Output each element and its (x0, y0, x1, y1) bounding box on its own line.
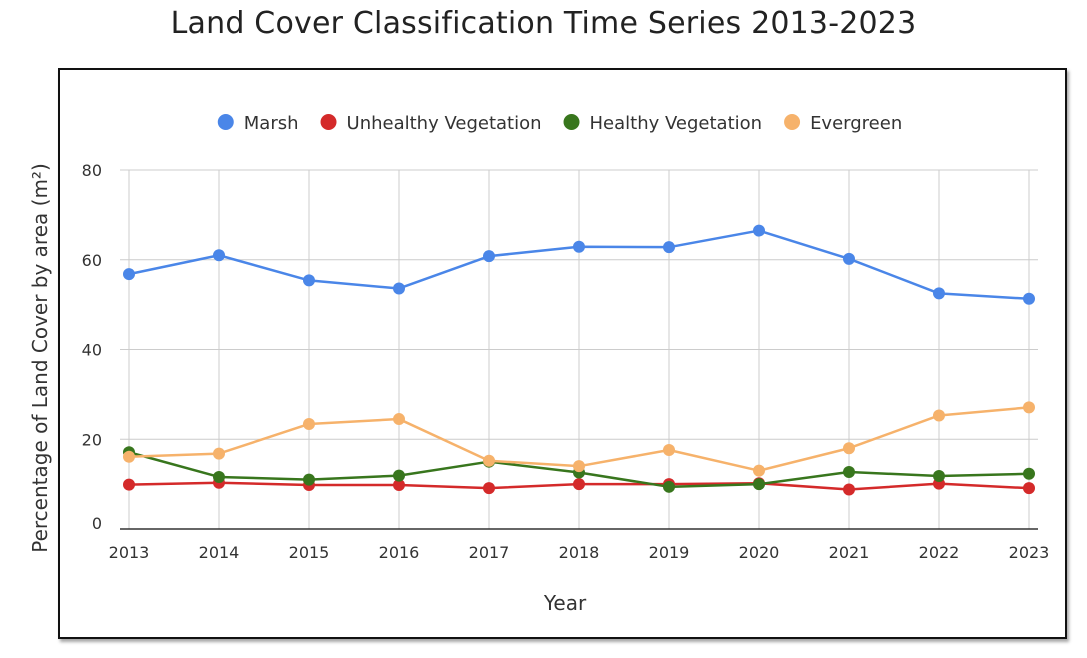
axis-layer: 0 20 40 60 80 2013 2014 2015 2016 2017 2018 2019 202… (82, 161, 1050, 562)
data-point-evergreen (303, 417, 315, 430)
data-point-marsh (1023, 292, 1035, 305)
data-point-marsh (933, 287, 945, 300)
x-tick-label: 2015 (289, 543, 330, 562)
data-point-evergreen (213, 447, 225, 460)
data-point-marsh (753, 224, 765, 237)
data-point-evergreen (123, 450, 135, 463)
data-point-marsh (573, 240, 585, 253)
data-point-unhealthy-vegetation (1023, 482, 1035, 495)
data-point-healthy-vegetation (303, 473, 315, 486)
y-tick-label: 60 (82, 251, 102, 270)
y-tick-label: 0 (92, 514, 102, 533)
x-tick-label: 2017 (469, 543, 510, 562)
legend-marker-evergreen (784, 114, 801, 130)
data-point-evergreen (753, 464, 765, 477)
data-point-unhealthy-vegetation (483, 482, 495, 495)
legend-label-healthy-vegetation: Healthy Vegetation (590, 113, 763, 134)
chart-title: Land Cover Classification Time Series 20… (170, 6, 917, 41)
data-point-evergreen (663, 444, 675, 457)
data-point-evergreen (843, 442, 855, 455)
legend-label-evergreen: Evergreen (810, 113, 902, 134)
data-point-healthy-vegetation (753, 478, 765, 491)
data-point-marsh (123, 268, 135, 281)
data-point-healthy-vegetation (1023, 467, 1035, 480)
x-axis-title: Year (543, 591, 587, 615)
x-tick-label: 2021 (829, 543, 870, 562)
data-point-marsh (303, 274, 315, 287)
data-point-healthy-vegetation (843, 466, 855, 479)
data-point-marsh (213, 249, 225, 262)
data-point-marsh (483, 250, 495, 263)
data-point-marsh (843, 252, 855, 265)
data-point-unhealthy-vegetation (843, 483, 855, 496)
data-point-evergreen (933, 409, 945, 422)
data-point-unhealthy-vegetation (123, 478, 135, 491)
data-point-healthy-vegetation (213, 470, 225, 483)
data-point-marsh (393, 282, 405, 295)
data-point-healthy-vegetation (663, 480, 675, 493)
y-tick-label: 40 (82, 341, 102, 360)
data-point-healthy-vegetation (933, 470, 945, 483)
data-point-healthy-vegetation (393, 469, 405, 482)
series-layer (123, 224, 1035, 496)
legend-marker-marsh (217, 114, 234, 130)
grid-layer (120, 169, 1038, 529)
data-point-evergreen (1023, 401, 1035, 414)
data-point-unhealthy-vegetation (573, 478, 585, 491)
data-point-evergreen (573, 460, 585, 473)
x-tick-label: 2023 (1009, 543, 1050, 562)
chart-frame (58, 68, 1067, 639)
data-point-marsh (663, 241, 675, 254)
x-tick-label: 2022 (919, 543, 960, 562)
y-tick-label: 20 (82, 430, 102, 449)
x-tick-label: 2019 (649, 543, 690, 562)
x-tick-label: 2020 (739, 543, 780, 562)
legend-label-unhealthy-vegetation: Unhealthy Vegetation (347, 113, 542, 134)
x-tick-label: 2014 (199, 543, 240, 562)
y-tick-label: 80 (82, 161, 102, 180)
x-tick-label: 2016 (379, 543, 420, 562)
legend-marker-healthy-vegetation (563, 114, 580, 130)
data-point-evergreen (483, 454, 495, 467)
legend-marker-unhealthy-vegetation (320, 114, 337, 130)
data-point-unhealthy-vegetation (393, 479, 405, 492)
data-point-evergreen (393, 413, 405, 426)
x-tick-label: 2013 (109, 543, 150, 562)
legend: Marsh Unhealthy Vegetation Healthy Vegetat… (217, 113, 902, 134)
legend-label-marsh: Marsh (244, 113, 299, 134)
x-tick-label: 2018 (559, 543, 600, 562)
